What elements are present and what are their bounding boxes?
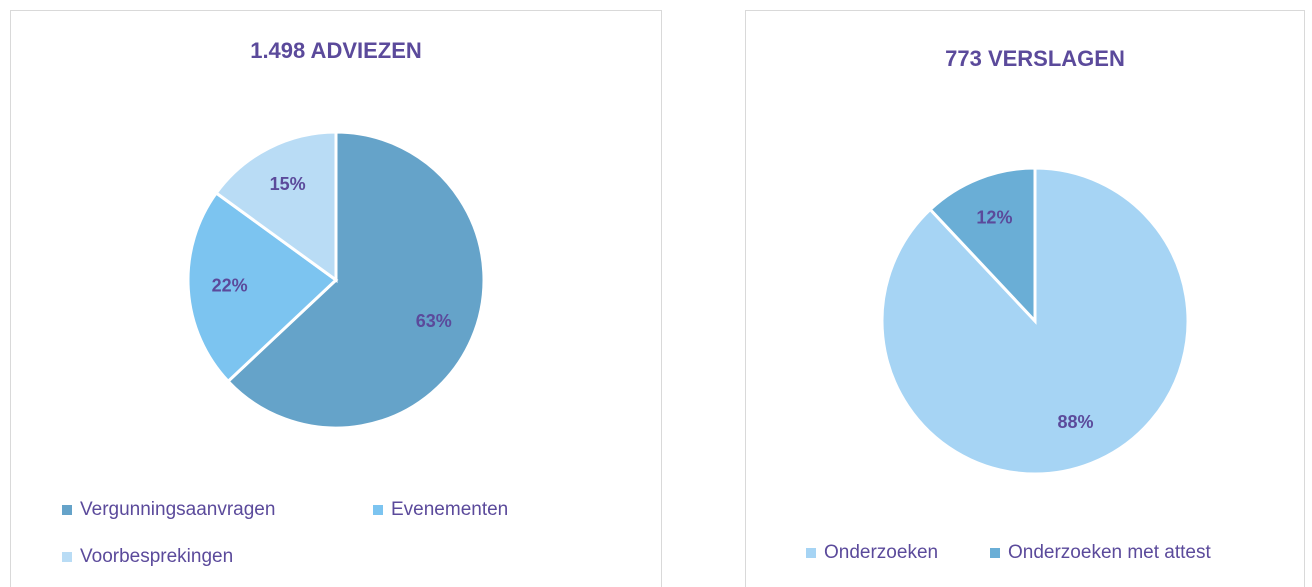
legend-label: Onderzoeken met attest bbox=[1008, 542, 1211, 563]
data-label: 15% bbox=[270, 174, 306, 194]
legend-label: Vergunningsaanvragen bbox=[80, 499, 275, 520]
pie-slice bbox=[225, 130, 486, 430]
data-label: 88% bbox=[1058, 412, 1094, 432]
pie-slice bbox=[186, 190, 339, 384]
chart-title: 773 VERSLAGEN bbox=[945, 46, 1125, 71]
legend-swatch bbox=[806, 548, 816, 558]
legend-label: Voorbesprekingen bbox=[80, 546, 233, 567]
pie-slice bbox=[928, 166, 1037, 325]
pie-slice bbox=[214, 130, 338, 283]
legend-label: Onderzoeken bbox=[824, 542, 938, 563]
data-label: 63% bbox=[416, 311, 452, 331]
legend-swatch bbox=[990, 548, 1000, 558]
legend-swatch bbox=[373, 505, 383, 515]
chart-title: 1.498 ADVIEZEN bbox=[250, 38, 422, 63]
legend-swatch bbox=[62, 552, 72, 562]
legend-swatch bbox=[62, 505, 72, 515]
legend-label: Evenementen bbox=[391, 499, 508, 520]
data-label: 12% bbox=[976, 207, 1012, 227]
data-label: 22% bbox=[212, 275, 248, 295]
